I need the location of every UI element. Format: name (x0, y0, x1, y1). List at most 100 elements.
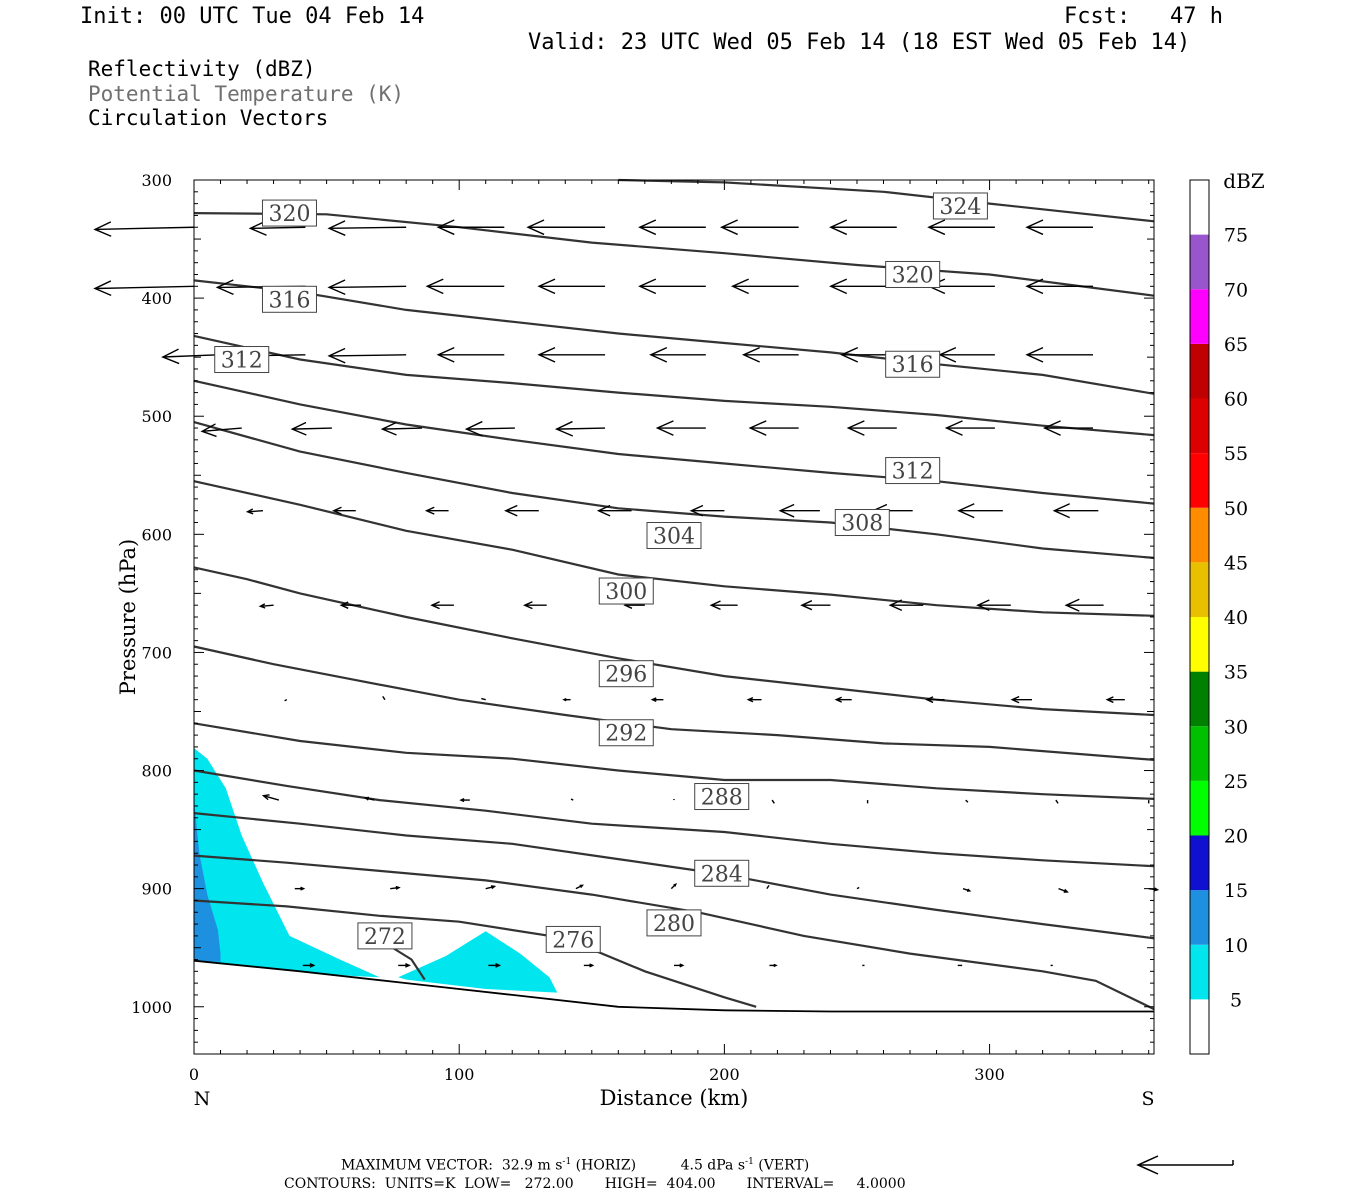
colorbar-label: 30 (1224, 716, 1248, 738)
contour-label: 312 (221, 349, 263, 374)
max-vector-note: MAXIMUM VECTOR: 32.9 m s-1 (HORIZ) 4.5 d… (341, 1157, 809, 1174)
theta-contour (618, 178, 1155, 223)
circulation-vector (94, 285, 195, 290)
circulation-vector (292, 427, 332, 430)
contour-label: 316 (268, 288, 310, 313)
theta-contour (193, 645, 1155, 761)
y-axis-title: Pressure (hPa) (116, 539, 140, 695)
colorbar-segment (1190, 726, 1209, 781)
circulation-vector-head (1063, 888, 1069, 893)
colorbar-segment (1190, 780, 1209, 836)
unit-exponent: -1 (562, 1157, 572, 1167)
colorbar-segment (1190, 562, 1209, 617)
x-end-label-north: N (194, 1088, 211, 1110)
reflectivity-5dbz-area (194, 748, 380, 978)
circulation-vector-head (464, 420, 483, 437)
circulation-vector-head (523, 601, 533, 610)
contour-label: 284 (701, 862, 743, 887)
contour-label: 280 (653, 912, 695, 937)
contour-label-box (598, 660, 654, 688)
circulation-vector-head (650, 697, 657, 703)
circulation-vector-head (327, 279, 346, 296)
circulation-vector-head (649, 346, 668, 363)
y-tick-label: 700 (141, 643, 172, 662)
y-tick-label: 400 (141, 289, 172, 308)
circulation-vector-head (925, 696, 934, 704)
colorbar-label: 50 (1224, 498, 1248, 520)
circulation-vector (382, 695, 386, 701)
circulation-vector-head (200, 423, 217, 438)
x-end-label-south: S (1141, 1088, 1154, 1110)
circulation-vector-head (719, 219, 738, 236)
circulation-vector (570, 798, 574, 801)
theta-contour (193, 212, 1155, 297)
circulation-vector-head (93, 221, 112, 237)
y-tick-label: 300 (141, 171, 172, 190)
contour-label-box (646, 522, 702, 550)
reflectivity-5dbz-area (398, 931, 558, 993)
theta-contour (193, 421, 1155, 559)
circulation-vector-head (846, 420, 865, 436)
contour-label-box (932, 192, 988, 220)
contour-label: 276 (552, 928, 594, 953)
circulation-vector-head (840, 346, 859, 363)
colorbar-label: 5 (1230, 989, 1242, 1011)
y-tick-label: 600 (141, 525, 172, 544)
circulation-vector-head (730, 278, 749, 295)
circulation-vector-head (290, 421, 307, 436)
circulation-vector-head (327, 220, 346, 236)
circulation-vector-head (395, 885, 401, 890)
circulation-vector-head (579, 884, 585, 888)
theta-contour (193, 379, 1155, 505)
circulation-vector-head (339, 601, 349, 609)
x-tick-label: 300 (974, 1065, 1005, 1084)
theta-contour (193, 722, 1155, 800)
colorbar-label: 10 (1224, 935, 1248, 957)
colorbar-label: 65 (1224, 334, 1248, 356)
circulation-vector (329, 354, 407, 357)
theta-contour (193, 480, 1155, 617)
theta-contour (193, 769, 1155, 868)
colorbar-segment (1190, 289, 1209, 344)
circulation-vector-head (655, 420, 674, 436)
colorbar-label: 55 (1224, 443, 1248, 465)
x-axis-title: Distance (km) (600, 1086, 749, 1110)
circulation-vector-head (976, 599, 990, 612)
contour-label: 296 (605, 663, 647, 688)
circulation-vector (965, 799, 969, 803)
reflectivity-10dbz-area (194, 800, 221, 962)
circulation-vector-head (966, 888, 972, 892)
circulation-vector (263, 794, 280, 801)
circulation-vector-head (309, 963, 316, 968)
circulation-vector-head (363, 796, 370, 801)
circulation-vector-head (430, 601, 440, 610)
circulation-vector-head (1025, 278, 1044, 295)
contour-label-box (545, 925, 601, 953)
circulation-vector-head (495, 963, 502, 968)
circulation-vector-head (748, 420, 767, 436)
circulation-vector-head (425, 278, 444, 295)
circulation-vector-head (673, 883, 677, 887)
field-vectors-label: Circulation Vectors (88, 106, 329, 130)
contour-label: 320 (892, 263, 934, 288)
contour-label: 272 (364, 925, 406, 950)
contour-label-box (694, 783, 750, 811)
circulation-vector (260, 604, 274, 607)
colorbar-label: 25 (1224, 771, 1248, 793)
circulation-vector-head (405, 963, 411, 968)
circulation-vector-head (1064, 598, 1080, 612)
circulation-vector-head (638, 278, 657, 295)
circulation-vector-head (944, 420, 963, 436)
colorbar-segment (1190, 617, 1209, 672)
circulation-vector (162, 354, 218, 358)
circulation-vector-head (554, 420, 574, 437)
contour-label-box (885, 260, 941, 288)
contour-label-box (214, 346, 270, 374)
circulation-vector-head (459, 798, 465, 803)
colorbar-segment (1190, 343, 1209, 399)
circulation-vector-head (746, 696, 754, 703)
circulation-vector (250, 226, 306, 230)
colorbar-segment (1190, 507, 1209, 563)
circulation-vector-head (709, 600, 721, 610)
